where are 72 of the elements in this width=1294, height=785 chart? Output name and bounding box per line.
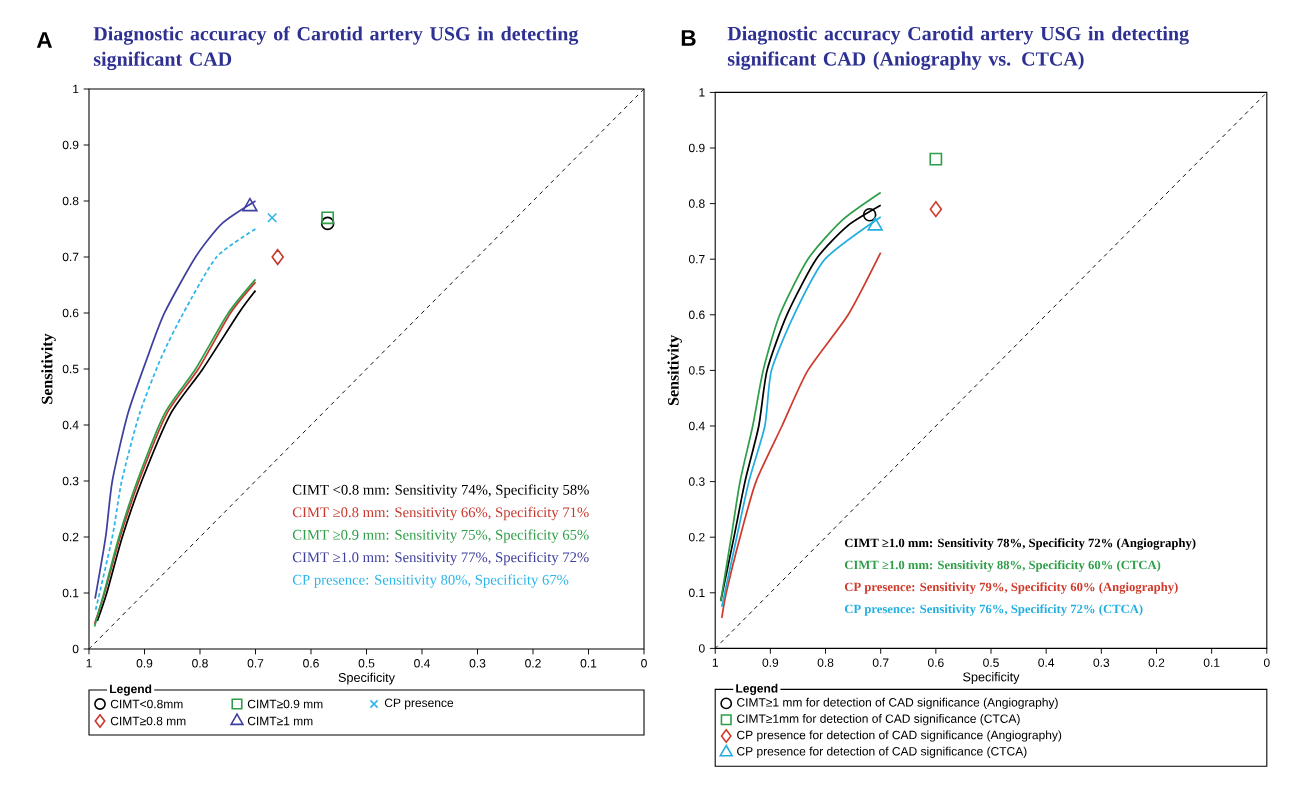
x-tick-label: 0.5: [358, 659, 375, 668]
x-tick-label: 0.5: [983, 658, 999, 667]
annotation: CIMT ≥1.0 mm: Sensitivity 88%, Specificity 60% (CTCA): [844, 560, 1161, 572]
y-tick-label: 0.6: [62, 308, 79, 318]
y-tick-label: 1: [699, 88, 705, 97]
y-tick-label: 0.9: [62, 140, 79, 150]
x-tick-label: 0.3: [1093, 658, 1110, 667]
annotation: CIMT <0.8 mm: Sensitivity 74%, Specificity 58%: [292, 484, 589, 498]
x-tick-label: 0.2: [525, 659, 541, 668]
x-tick-label: 0.9: [136, 659, 153, 668]
annotation: CIMT ≥0.8 mm: Sensitivity 66%, Specificity 71%: [292, 506, 589, 521]
annotation: CIMT ≥0.9 mm: Sensitivity 75%, Specificity 65%: [292, 529, 589, 543]
x-tick-label: 0.2: [1148, 658, 1165, 667]
y-axis-title: Sensitivity: [41, 333, 56, 404]
legend-label: CIMT≥1mm for detection of CAD significance (CTCA): [737, 714, 1020, 726]
legend-title: Legend: [736, 683, 778, 696]
y-tick-label: 1: [73, 84, 79, 94]
y-tick-label: 0.2: [688, 532, 705, 542]
legend-title: Legend: [110, 684, 152, 696]
text: B: [681, 30, 696, 46]
x-tick-label: 1: [86, 659, 92, 668]
y-tick-label: 0.1: [62, 588, 79, 598]
y-tick-label: 0.3: [688, 477, 705, 486]
y-tick-label: 0.8: [688, 199, 705, 208]
x-tick-label: 0.1: [1203, 658, 1220, 667]
x-tick-label: 0: [1263, 658, 1270, 667]
x-tick-label: 0.8: [192, 659, 208, 668]
annotation: CP presence: Sensitivity 80%, Specificity 67%: [292, 574, 569, 588]
x-tick-label: 0.7: [247, 659, 264, 668]
x-axis-title: Specificity: [338, 672, 395, 685]
x-tick-label: 0.4: [414, 659, 430, 668]
y-tick-label: 0.5: [62, 364, 79, 374]
y-tick-label: 0.7: [62, 252, 79, 262]
x-tick-label: 0.4: [1038, 658, 1055, 667]
y-tick-label: 0.1: [688, 588, 705, 598]
x-tick-label: 0: [641, 659, 647, 668]
chart-title: Diagnostic accuracy Carotid artery USG in detecting significant CAD (Aniography vs. CTCA): [727, 26, 1189, 70]
x-tick-label: 0.7: [872, 658, 889, 667]
y-tick-label: 0.8: [62, 196, 79, 206]
y-tick-label: 0: [698, 644, 705, 653]
y-tick-label: 0.6: [688, 310, 705, 320]
x-tick-label: 0.1: [580, 659, 597, 668]
x-tick-label: 0.6: [927, 658, 944, 667]
legend-label: CIMT<0.8mm: [110, 699, 183, 709]
y-tick-label: 0.9: [688, 143, 705, 153]
x-tick-label: 0.6: [303, 659, 319, 668]
x-axis-title: Specificity: [963, 672, 1020, 684]
annotation: CP presence: Sensitivity 76%, Specificity 72% (CTCA): [844, 604, 1143, 616]
y-tick-label: 0.7: [688, 254, 705, 264]
x-tick-label: 0.8: [817, 658, 834, 667]
legend-label: CIMT≥0.8 mm: [110, 716, 186, 726]
x-tick-label: 0.3: [469, 659, 486, 668]
y-tick-label: 0.4: [688, 421, 705, 431]
chart-title: Diagnostic accuracy of Carotid artery USG in detecting significant CAD: [93, 26, 579, 71]
x-tick-label: 1: [712, 658, 718, 667]
y-tick-label: 0.5: [688, 366, 705, 375]
legend-label: CIMT≥0.9 mm: [247, 699, 323, 709]
y-tick-label: 0.4: [62, 420, 79, 430]
text: A: [36, 32, 53, 48]
y-tick-label: 0.2: [62, 532, 79, 542]
y-axis-title: Sensitivity: [667, 334, 682, 406]
y-tick-label: 0: [72, 644, 79, 654]
annotation: CP presence: Sensitivity 79%, Specificity 60% (Angiography): [844, 582, 1178, 594]
annotation: CIMT ≥1.0 mm: Sensitivity 77%, Specificity 72%: [292, 551, 589, 566]
legend-label: CP presence for detection of CAD significance (CTCA): [737, 746, 1027, 758]
y-tick-label: 0.3: [62, 476, 79, 486]
annotation: CIMT ≥1.0 mm: Sensitivity 78%, Specificity 72% (Angiography): [844, 538, 1196, 550]
legend-label: CP presence for detection of CAD significance (Angiography): [737, 730, 1062, 742]
legend-label: CP presence: [384, 698, 454, 710]
legend-label: CIMT≥1 mm for detection of CAD significance (Angiography): [737, 697, 1058, 709]
legend-label: CIMT≥1 mm: [247, 716, 313, 726]
x-tick-label: 0.9: [762, 658, 779, 667]
